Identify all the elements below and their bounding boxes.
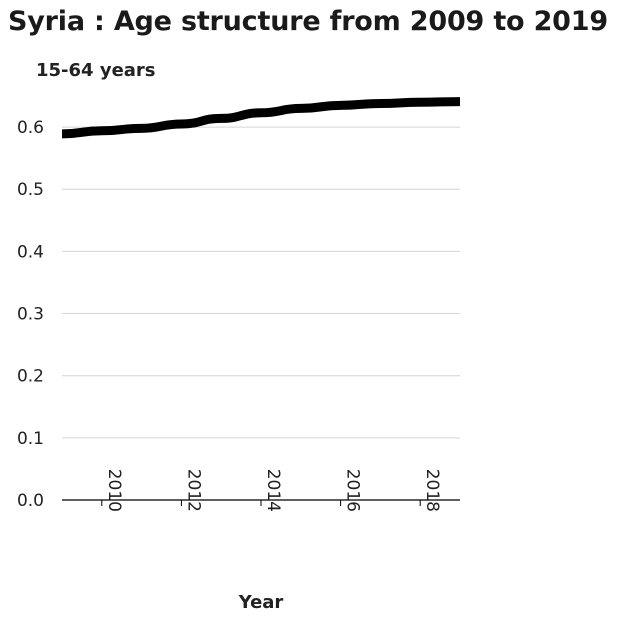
series-group <box>61 97 461 139</box>
series-line <box>61 97 461 139</box>
y-tick-label: 0.6 <box>17 118 44 138</box>
y-axis-ticks: 0.0 0.1 0.2 0.3 0.4 0.5 0.6 <box>17 118 44 511</box>
x-axis-label: Year <box>238 592 284 613</box>
x-tick-label: 2012 <box>183 469 203 512</box>
y-tick-label: 0.2 <box>17 367 44 387</box>
x-tick-label: 2018 <box>422 469 442 512</box>
y-tick-label: 0.4 <box>17 242 44 262</box>
gridlines <box>62 126 460 501</box>
x-tick-label: 2014 <box>263 469 283 512</box>
x-tick-label: 2010 <box>104 469 124 512</box>
y-tick-label: 0.0 <box>17 491 44 511</box>
chart-title: Syria : Age structure from 2009 to 2019 <box>8 6 608 37</box>
x-axis-ticks: 2010 2012 2014 2016 2018 <box>101 469 442 512</box>
x-tick-label: 2016 <box>343 469 363 512</box>
y-tick-label: 0.5 <box>17 180 44 200</box>
y-tick-label: 0.3 <box>17 305 44 325</box>
y-axis-label: 15-64 years <box>36 60 156 81</box>
y-tick-label: 0.1 <box>17 429 44 449</box>
